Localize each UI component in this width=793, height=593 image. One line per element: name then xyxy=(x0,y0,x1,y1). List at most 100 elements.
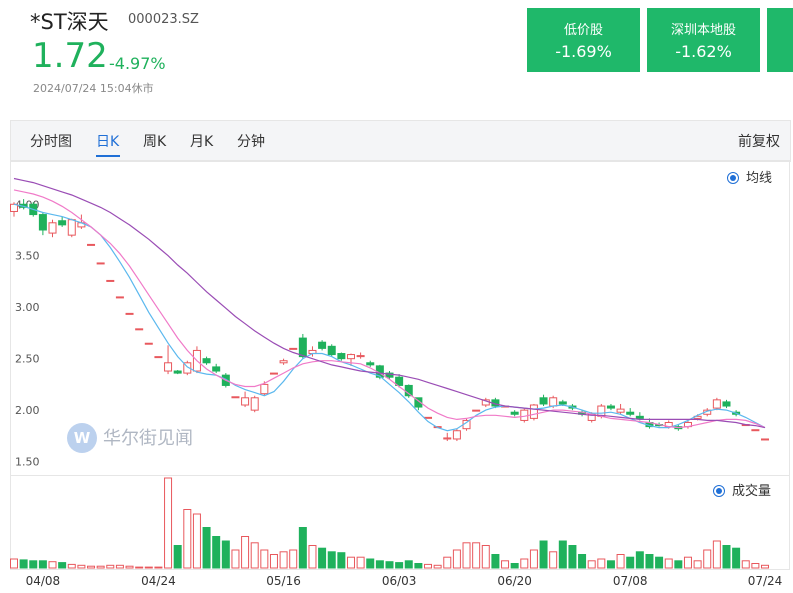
volume-bar xyxy=(578,554,587,569)
volume-bar xyxy=(732,547,741,569)
tab[interactable]: 分时图 xyxy=(30,134,72,150)
volume-bar xyxy=(741,560,750,569)
volume-bar xyxy=(298,527,307,569)
volume-bar xyxy=(144,566,153,569)
sector-label: 低价股 xyxy=(563,23,603,38)
moving-average-line xyxy=(13,177,766,429)
tab-underline xyxy=(96,155,120,157)
candle-body xyxy=(327,345,336,356)
candle-body xyxy=(616,408,625,413)
volume-bar xyxy=(655,556,664,569)
volume-bar xyxy=(202,527,211,569)
watermark-logo xyxy=(67,423,97,453)
volume-bar xyxy=(154,566,163,569)
volume-bar xyxy=(606,560,615,569)
x-tick-label: 07/08 xyxy=(613,574,648,588)
volume-bar xyxy=(269,554,278,569)
y-tick-label: 3.50 xyxy=(15,250,40,263)
volume-bar xyxy=(308,545,317,569)
stock-name: *ST深天 xyxy=(30,10,109,34)
volume-bar xyxy=(645,554,654,569)
candle-body xyxy=(712,399,721,409)
volume-bar xyxy=(587,560,596,569)
volume-bar xyxy=(327,551,336,569)
volume-bar xyxy=(520,558,529,569)
volume-bar xyxy=(10,558,18,569)
sector-change: -1.69% xyxy=(555,42,612,61)
candle-body xyxy=(529,404,538,419)
volume-bar xyxy=(87,565,96,569)
volume-bar xyxy=(491,554,500,569)
volume-bar xyxy=(683,556,692,569)
moving-average-line xyxy=(13,189,766,429)
volume-bar xyxy=(761,564,769,569)
candle-body xyxy=(67,219,76,236)
sector-card[interactable]: 低价股 -1.69% xyxy=(527,8,640,72)
sector-card[interactable] xyxy=(767,8,793,72)
legend-radio-dot xyxy=(730,175,736,181)
x-tick-label: 05/16 xyxy=(266,574,301,588)
change: -4.97% xyxy=(109,54,166,73)
volume-bar xyxy=(96,565,105,569)
volume-bar xyxy=(722,545,731,569)
candle-body xyxy=(279,360,288,364)
candle-body xyxy=(269,372,278,375)
adjust-toggle[interactable]: 前复权 xyxy=(738,134,780,150)
candle-body xyxy=(58,220,67,226)
volume-bar xyxy=(626,556,635,569)
volume-bar xyxy=(192,513,201,569)
volume-bar xyxy=(125,565,134,569)
volume-bar xyxy=(289,549,298,569)
candle-body xyxy=(395,376,404,386)
volume-bar xyxy=(664,558,673,569)
candle-body xyxy=(356,355,365,358)
volume-bar xyxy=(67,563,76,569)
sector-label: 深圳本地股 xyxy=(670,23,736,38)
volume-bar xyxy=(616,554,625,569)
watermark: 华尔街见闻 xyxy=(103,428,193,449)
tab[interactable]: 周K xyxy=(143,134,167,150)
candle-body xyxy=(164,362,173,372)
volume-bar xyxy=(212,536,221,569)
candle-body xyxy=(96,262,105,265)
volume-bar xyxy=(452,549,461,569)
legend-radio-dot xyxy=(716,488,722,494)
volume-bar xyxy=(539,540,548,569)
candle-body xyxy=(183,362,192,374)
volume-legend[interactable]: 成交量 xyxy=(732,483,771,499)
price: 1.72 xyxy=(32,36,108,76)
candle-body xyxy=(606,405,615,409)
candle-body xyxy=(346,354,355,360)
candle-body xyxy=(472,409,481,412)
moving-average-line xyxy=(13,203,766,432)
volume-bar xyxy=(164,477,173,569)
tab[interactable]: 月K xyxy=(190,134,214,150)
watermark-logo-mark: W xyxy=(74,429,91,447)
tab[interactable]: 分钟 xyxy=(237,134,265,150)
candle-body xyxy=(626,411,635,415)
volume-bar xyxy=(751,563,760,569)
ma-legend[interactable]: 均线 xyxy=(746,171,772,186)
volume-bar xyxy=(501,560,510,569)
candle-body xyxy=(106,279,115,282)
volume-bar xyxy=(510,563,519,569)
volume-bar xyxy=(472,542,481,569)
x-tick-label: 06/03 xyxy=(382,574,417,588)
candle-body xyxy=(318,341,327,349)
y-tick-label: 1.50 xyxy=(15,456,40,469)
timestamp: 2024/07/24 15:04休市 xyxy=(33,82,154,95)
volume-bar xyxy=(221,540,230,569)
candle-body xyxy=(452,430,461,440)
volume-bar xyxy=(635,551,644,569)
sector-card[interactable]: 深圳本地股 -1.62% xyxy=(647,8,760,72)
candle-body xyxy=(558,401,567,405)
x-tick-label: 06/20 xyxy=(497,574,532,588)
volume-bar xyxy=(693,560,702,569)
volume-bar xyxy=(568,545,577,569)
volume-bar xyxy=(558,540,567,569)
volume-bar xyxy=(404,560,413,569)
tab[interactable]: 日K xyxy=(96,134,120,150)
volume-bar xyxy=(395,562,404,569)
candle-body xyxy=(366,362,375,366)
